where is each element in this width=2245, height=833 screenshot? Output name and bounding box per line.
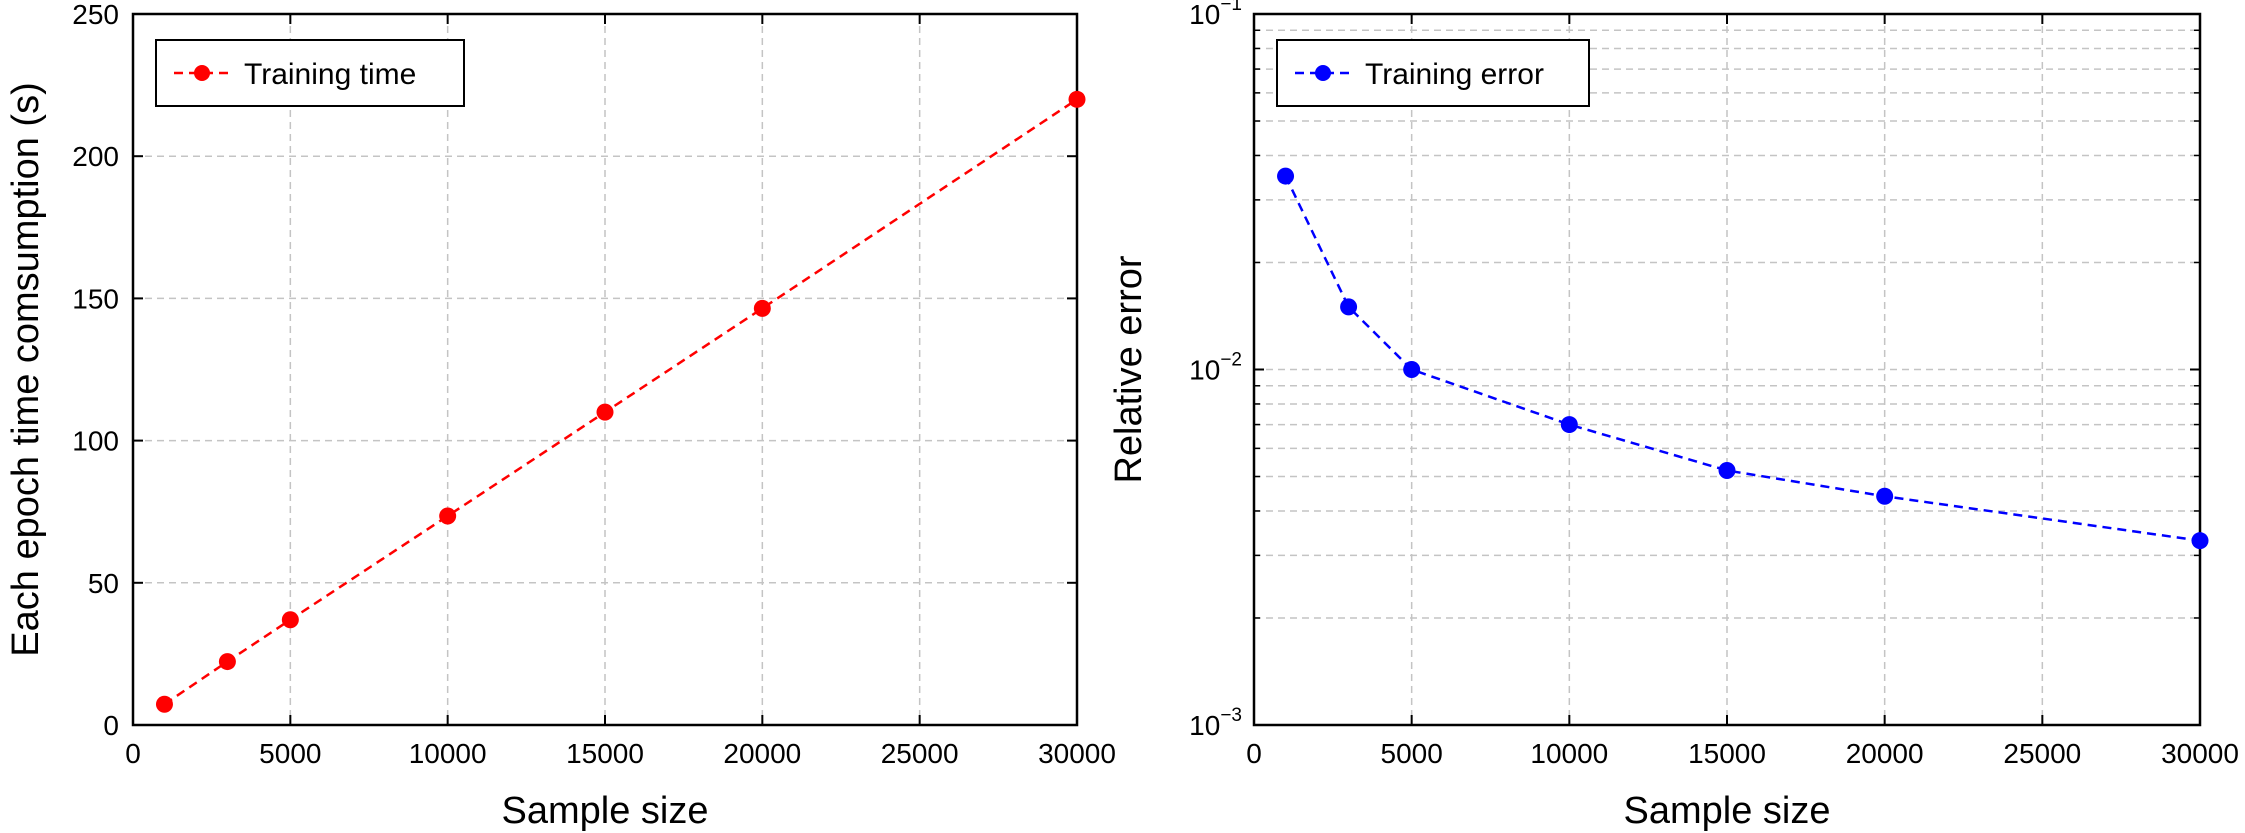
y-tick-label-exponent: −2 xyxy=(1220,350,1242,371)
legend-label: Training error xyxy=(1365,58,1544,91)
x-axis-label: Sample size xyxy=(1624,790,1831,832)
y-tick-label-base: 10 xyxy=(1189,710,1220,741)
x-tick-label: 10000 xyxy=(409,738,487,769)
data-point xyxy=(1560,416,1578,434)
y-tick-label-exponent: −3 xyxy=(1220,705,1242,726)
x-tick-label: 0 xyxy=(125,738,141,769)
y-tick-label: 10−1 xyxy=(1189,0,1242,30)
y-tick-label-exponent: −1 xyxy=(1220,0,1242,15)
x-tick-label: 25000 xyxy=(2003,738,2081,769)
series-0 xyxy=(1277,167,2209,550)
legend-marker xyxy=(194,65,210,81)
training-time-chart: 0 5000 10000 15000 20000 25000 30000 0 50 100 150 2… xyxy=(5,0,1116,832)
x-axis-label: Sample size xyxy=(502,790,709,832)
y-tick-label: 50 xyxy=(88,568,119,599)
data-point xyxy=(1277,167,1295,185)
y-axis-label: Relative error xyxy=(1108,255,1150,483)
data-point xyxy=(1876,487,1894,505)
legend-label: Training time xyxy=(244,58,416,91)
y-tick-label: 10−2 xyxy=(1189,350,1242,386)
x-tick-label: 30000 xyxy=(1038,738,1116,769)
x-tick-label: 15000 xyxy=(1688,738,1766,769)
y-tick-label: 0 xyxy=(103,710,119,741)
series-line xyxy=(163,98,1078,706)
y-tick-label: 10−3 xyxy=(1189,705,1242,741)
data-point xyxy=(155,695,173,713)
y-tick-label: 100 xyxy=(72,426,119,457)
data-point xyxy=(1068,90,1086,108)
legend: Training error xyxy=(1276,39,1590,107)
y-tick-label: 200 xyxy=(72,141,119,172)
x-tick-label: 5000 xyxy=(1381,738,1443,769)
legend-marker xyxy=(1315,65,1331,81)
y-axis-label: Each epoch time comsumption (s) xyxy=(5,82,47,656)
x-tick-label: 10000 xyxy=(1530,738,1608,769)
x-tick-label: 20000 xyxy=(723,738,801,769)
y-tick-label: 150 xyxy=(72,283,119,314)
data-point xyxy=(2191,532,2209,550)
series-0 xyxy=(155,90,1086,713)
x-tick-label: 30000 xyxy=(2161,738,2239,769)
y-tick-label-base: 10 xyxy=(1189,0,1220,30)
series-line xyxy=(1284,175,2201,542)
x-tick-label: 25000 xyxy=(881,738,959,769)
x-tick-label: 15000 xyxy=(566,738,644,769)
training-error-chart: 0 5000 10000 15000 20000 25000 3000010−310−210… xyxy=(1108,0,2239,832)
y-tick-label-base: 10 xyxy=(1189,355,1220,386)
data-point xyxy=(218,653,236,671)
legend: Training time xyxy=(155,39,465,107)
data-point xyxy=(596,403,614,421)
data-point xyxy=(281,611,299,629)
x-tick-label: 5000 xyxy=(259,738,321,769)
data-point xyxy=(1340,298,1358,316)
x-tick-label: 20000 xyxy=(1846,738,1924,769)
grid xyxy=(1254,14,2200,725)
grid xyxy=(133,14,1077,725)
data-point xyxy=(1718,461,1736,479)
x-tick-label: 0 xyxy=(1246,738,1262,769)
data-point xyxy=(439,507,457,525)
y-tick-label: 250 xyxy=(72,0,119,30)
data-point xyxy=(753,299,771,317)
data-point xyxy=(1403,361,1421,378)
